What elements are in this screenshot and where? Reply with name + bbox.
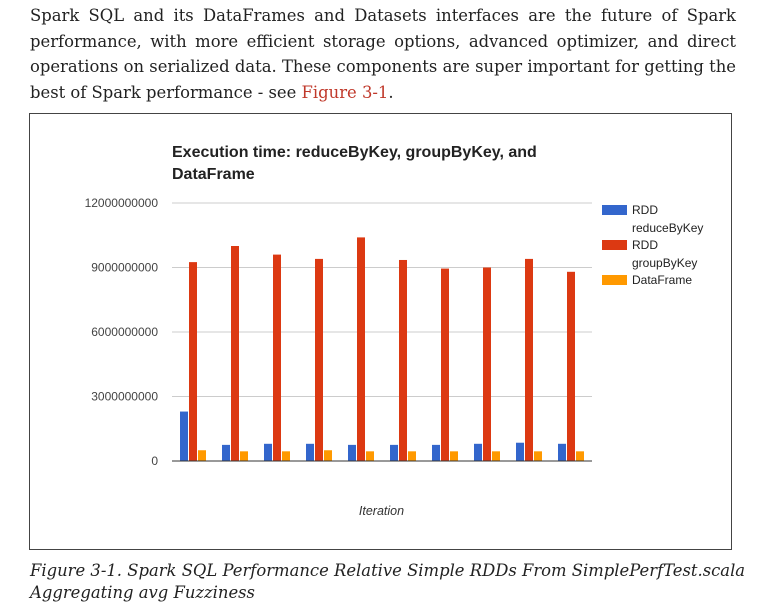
bar-dataframe <box>450 451 458 461</box>
bar-rdd-groupbykey <box>273 254 281 461</box>
figure-caption: Figure 3-1. Spark SQL Performance Relati… <box>30 560 750 604</box>
bar-rdd-groupbykey <box>189 262 197 461</box>
legend-item: RDD groupByKey <box>602 237 722 272</box>
bar-rdd-reducebykey <box>390 444 398 461</box>
legend-label: reduceByKey <box>632 220 704 235</box>
bar-rdd-groupbykey <box>357 237 365 461</box>
bar-rdd-reducebykey <box>348 444 356 461</box>
legend-label: DataFrame <box>632 273 693 287</box>
paragraph-end: . <box>388 82 394 102</box>
legend-swatch <box>602 205 627 215</box>
bar-rdd-reducebykey <box>558 443 566 461</box>
bar-dataframe <box>408 451 416 461</box>
bar-dataframe <box>576 451 584 461</box>
y-tick-label: 3000000000 <box>91 390 158 404</box>
bar-rdd-groupbykey <box>231 246 239 461</box>
paragraph-text: Spark SQL and its DataFrames and Dataset… <box>30 6 736 102</box>
chart-title: Execution time: reduceByKey, groupByKey,… <box>172 144 537 183</box>
figure-frame: Execution time: reduceByKey, groupByKey,… <box>29 113 732 550</box>
bar-dataframe <box>198 450 206 461</box>
chart-legend: RDD reduceByKey RDD groupByKey DataFrame <box>602 202 722 290</box>
legend-item: RDD reduceByKey <box>602 202 722 237</box>
bar-dataframe <box>534 451 542 461</box>
bar-dataframe <box>366 451 374 461</box>
bar-rdd-groupbykey <box>525 258 533 461</box>
y-tick-label: 6000000000 <box>91 325 158 339</box>
bar-rdd-reducebykey <box>432 444 440 461</box>
bar-rdd-reducebykey <box>306 443 314 461</box>
y-tick-label: 0 <box>151 454 158 468</box>
bar-rdd-reducebykey <box>264 443 272 461</box>
y-tick-label: 9000000000 <box>91 261 158 275</box>
bar-dataframe <box>240 451 248 461</box>
caption-line-1: Figure 3-1. Spark SQL Performance Relati… <box>30 561 746 580</box>
bar-rdd-reducebykey <box>222 444 230 461</box>
x-axis-label: Iteration <box>358 504 405 518</box>
legend-swatch <box>602 275 627 285</box>
legend-label: RDD <box>632 238 658 252</box>
bar-rdd-groupbykey <box>441 268 449 461</box>
figure-link[interactable]: Figure 3-1 <box>301 82 389 102</box>
bar-rdd-reducebykey <box>474 443 482 461</box>
bar-rdd-groupbykey <box>483 267 491 461</box>
bar-rdd-groupbykey <box>399 259 407 461</box>
bar-dataframe <box>282 451 290 461</box>
legend-item: DataFrame <box>602 272 722 290</box>
legend-label: RDD <box>632 203 658 217</box>
bar-rdd-reducebykey <box>516 442 524 461</box>
bar-chart: 0 3000000000 6000000000 9000000000 120000000… <box>85 196 592 468</box>
caption-line-2: Aggregating avg Fuzziness <box>30 583 255 602</box>
legend-swatch <box>602 240 627 250</box>
body-paragraph: Spark SQL and its DataFrames and Dataset… <box>30 3 736 105</box>
bar-rdd-reducebykey <box>180 411 188 461</box>
y-tick-label: 12000000000 <box>85 196 159 210</box>
legend-label: groupByKey <box>632 255 698 270</box>
bar-dataframe <box>324 450 332 461</box>
bar-rdd-groupbykey <box>315 258 323 461</box>
bar-rdd-groupbykey <box>567 271 575 461</box>
bar-dataframe <box>492 451 500 461</box>
